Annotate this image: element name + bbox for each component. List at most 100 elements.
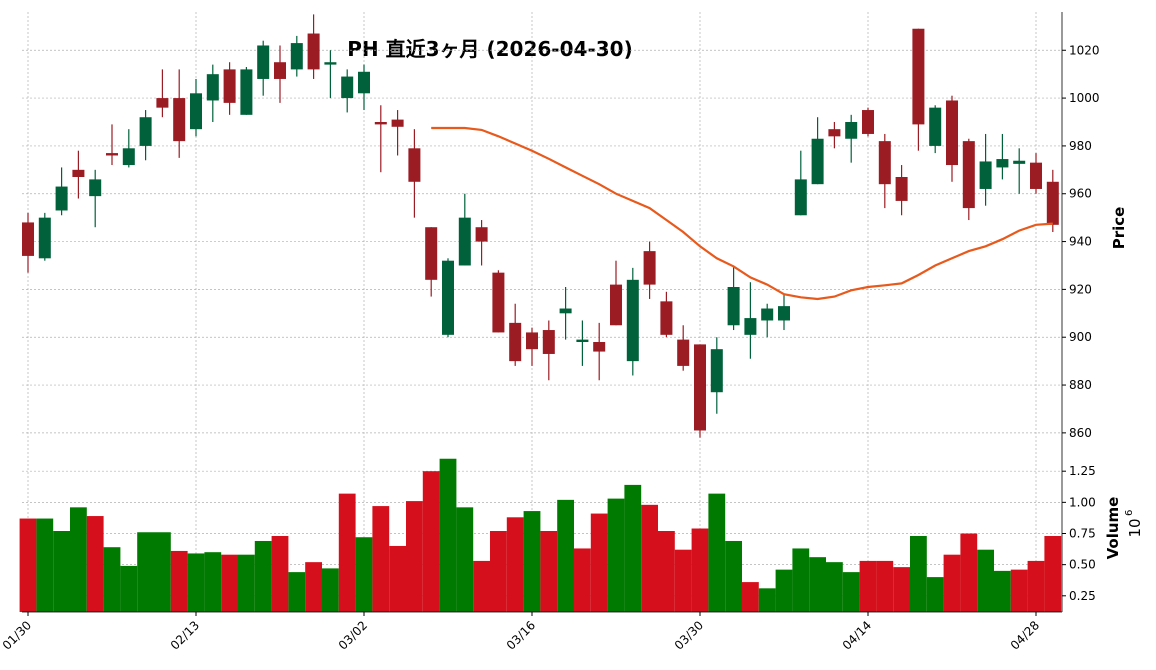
x-tick-label: 02/13 [168,618,202,652]
candle-body [912,28,925,125]
candle-body [324,62,337,65]
volume-tick-label: 0.25 [1069,589,1096,603]
grid [22,12,1062,612]
moving-average-line [431,126,1053,301]
candle-body [240,69,253,115]
candle-body [794,179,807,216]
candle-body [358,71,370,94]
x-tick-label: 04/28 [1008,618,1042,652]
candle-body [38,217,51,259]
volume-bar [70,507,87,612]
x-tick-label: 01/30 [0,618,34,652]
volume-bar [1010,569,1028,612]
volume-bar [809,557,826,612]
volume-bar [372,506,390,612]
volume-bar [221,554,238,612]
candle-body [139,117,152,146]
volume-bar [641,504,658,612]
volume-bar [792,548,810,612]
volume-bar [1027,560,1045,612]
candle-body [660,301,673,335]
y-tick-label: 1020 [1069,43,1100,57]
y-tick-label: 880 [1069,378,1092,392]
volume-bar [53,531,70,612]
candle-body [929,107,942,146]
volume-bar [624,484,642,612]
candle-body [391,119,404,127]
candle-body [626,279,639,362]
volume-bar [473,560,490,612]
candle-body [895,177,908,201]
x-tick-label: 04/14 [840,618,874,652]
candle-body [206,74,219,101]
candle-body [223,69,236,103]
volume-bar [490,531,507,612]
volume-bar [238,554,255,612]
volume-bar [826,562,843,612]
volume-bar [590,513,608,612]
volume-bar [658,531,675,612]
candle-body [727,287,740,326]
candle-body [761,308,774,321]
candle-body [190,93,202,130]
volume-bar [36,518,54,612]
candle-body [559,308,572,314]
candle-body [946,100,958,166]
volume-bar [607,498,625,612]
volume-bar [910,535,927,612]
volume-bar [691,528,709,612]
volume-scale: 10 6 [1124,510,1144,538]
volume-bar [271,535,289,612]
candle-body [290,43,303,70]
volume-bar [742,582,759,612]
candle-body [22,222,34,256]
candle-body [274,62,286,79]
candle-body [89,179,102,197]
volume-bar [574,548,591,612]
candle-body [828,129,841,137]
candle-body [542,330,555,354]
candle-body [811,138,824,185]
candle-body [106,153,118,156]
volume-bar [540,531,558,612]
volume-axis-title: Volume [1104,497,1122,560]
volume-bar [523,511,541,612]
volume-bar [170,550,188,612]
volume-bar [943,554,961,612]
volume-bar [506,517,524,612]
candle-body [694,344,706,431]
volume-bar [708,493,726,612]
candle-body [962,141,975,209]
candle-body [173,98,186,142]
candle-body [374,122,387,125]
volume-bar [725,540,742,612]
volume-bar [86,516,104,612]
candle-body [341,76,354,99]
y-tick-label: 1000 [1069,91,1100,105]
candle-body [122,148,135,166]
volume-bar [103,547,121,612]
candle-body [475,227,488,242]
candle-body [643,251,656,285]
y-tick-label: 960 [1069,187,1092,201]
candle-body [307,33,320,70]
candle-body [576,339,589,342]
volume-bar [120,565,138,612]
volume-bar [859,560,877,612]
chart-title: PH 直近3ヶ月 (2026-04-30) [347,37,632,61]
x-tick-label: 03/30 [672,618,706,652]
candle-body [778,306,790,321]
candle-body [1046,181,1059,225]
volume-bar [154,532,171,612]
volume-bars [19,458,1062,612]
candle-body [458,217,471,266]
candle-body [408,148,421,182]
volume-bar [775,569,793,612]
candle-body [996,159,1009,168]
candle-body [878,141,891,185]
volume-scale-exponent: 6 [1124,510,1135,516]
candle-body [72,169,85,177]
candle-body [509,322,522,362]
volume-bar [19,518,37,612]
candle-body [744,318,757,335]
